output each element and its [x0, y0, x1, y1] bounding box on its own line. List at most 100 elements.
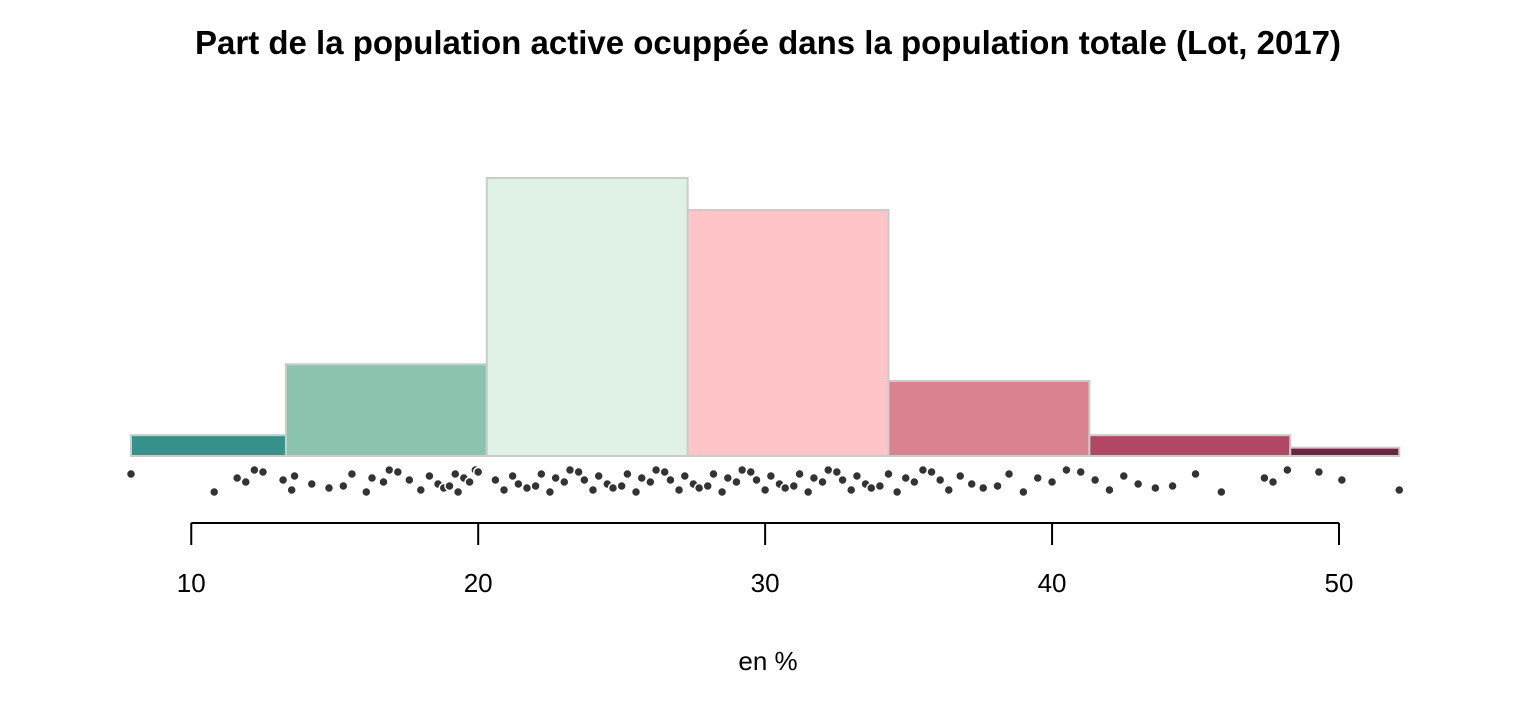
- data-point: [831, 466, 843, 478]
- histogram-bar-2: [284, 363, 488, 458]
- x-tick-label: 40: [1038, 568, 1067, 598]
- data-point: [1394, 484, 1405, 496]
- data-point: [1259, 472, 1270, 484]
- data-point: [323, 482, 335, 494]
- chart-title: Part de la population active ocuppée dan…: [195, 24, 1341, 61]
- data-point: [891, 486, 903, 498]
- data-point: [464, 476, 475, 488]
- data-point: [679, 470, 691, 482]
- data-point: [392, 466, 404, 478]
- data-point: [977, 482, 989, 494]
- data-point: [1190, 468, 1201, 480]
- data-point: [954, 470, 966, 482]
- data-point: [404, 474, 415, 486]
- data-point: [1089, 474, 1101, 486]
- data-point: [731, 476, 742, 488]
- data-point: [1075, 466, 1087, 478]
- histogram-bar-7: [1289, 446, 1401, 458]
- data-point: [1118, 470, 1130, 482]
- data-point: [573, 466, 584, 478]
- data-point: [883, 468, 894, 480]
- data-point: [934, 474, 946, 486]
- data-point: [808, 472, 820, 484]
- data-point: [521, 482, 533, 494]
- data-point: [452, 486, 464, 498]
- data-point: [702, 480, 713, 492]
- data-point: [1216, 486, 1227, 498]
- data-point: [909, 476, 920, 488]
- data-point: [490, 474, 501, 486]
- data-point: [1267, 476, 1279, 488]
- histogram-bar-1: [130, 434, 287, 457]
- data-point: [444, 480, 455, 492]
- data-point: [544, 486, 556, 498]
- data-point: [1167, 480, 1178, 492]
- data-point: [788, 480, 800, 492]
- x-tick-label: 30: [751, 568, 780, 598]
- data-point: [736, 464, 748, 476]
- x-tick-label: 10: [177, 568, 206, 598]
- data-point: [851, 470, 863, 482]
- data-point: [779, 482, 791, 494]
- data-point: [231, 472, 243, 484]
- data-point: [306, 478, 318, 490]
- data-point: [659, 466, 670, 478]
- data-point: [759, 484, 771, 496]
- histogram-bar-4: [686, 208, 890, 457]
- data-point: [257, 466, 269, 478]
- data-point: [693, 482, 705, 494]
- data-point: [366, 472, 378, 484]
- data-point: [507, 470, 518, 482]
- data-point: [513, 478, 524, 490]
- histogram-bar-6: [1088, 434, 1292, 457]
- data-point: [616, 480, 627, 492]
- data-point: [472, 466, 484, 478]
- data-point: [607, 482, 619, 494]
- data-point: [1282, 464, 1293, 476]
- data-point: [943, 484, 955, 496]
- data-point: [622, 468, 633, 480]
- data-point: [665, 474, 676, 486]
- data-point: [579, 474, 590, 486]
- data-point: [992, 480, 1003, 492]
- histogram-bars: [130, 177, 1401, 458]
- data-point: [361, 486, 372, 498]
- data-point: [722, 472, 734, 484]
- data-point: [1313, 466, 1325, 478]
- data-point: [1132, 478, 1144, 490]
- data-point: [900, 472, 911, 484]
- data-point: [1018, 486, 1029, 498]
- data-point: [559, 476, 570, 488]
- data-point: [286, 484, 297, 496]
- rug-points: [125, 464, 1405, 498]
- data-point: [1046, 476, 1058, 488]
- data-point: [794, 468, 805, 480]
- data-point: [1003, 468, 1015, 480]
- data-point: [650, 464, 662, 476]
- data-point: [550, 472, 561, 484]
- data-point: [673, 484, 685, 496]
- data-point: [823, 464, 834, 476]
- data-point: [645, 476, 656, 488]
- data-point: [378, 476, 389, 488]
- data-point: [249, 464, 260, 476]
- data-point: [765, 470, 777, 482]
- data-point: [926, 466, 937, 478]
- data-point: [383, 464, 395, 476]
- data-point: [449, 468, 461, 480]
- data-point: [751, 474, 762, 486]
- histogram-bar-5: [887, 379, 1091, 457]
- data-point: [708, 468, 719, 480]
- data-point: [530, 480, 541, 492]
- data-point: [636, 472, 647, 484]
- data-point: [424, 470, 435, 482]
- data-point: [716, 486, 728, 498]
- histogram-bar-3: [485, 177, 689, 457]
- data-point: [338, 480, 349, 492]
- data-point: [346, 468, 358, 480]
- data-point: [817, 476, 828, 488]
- data-point: [593, 470, 604, 482]
- data-point: [1104, 484, 1115, 496]
- data-point: [277, 474, 289, 486]
- x-tick-label: 20: [464, 568, 493, 598]
